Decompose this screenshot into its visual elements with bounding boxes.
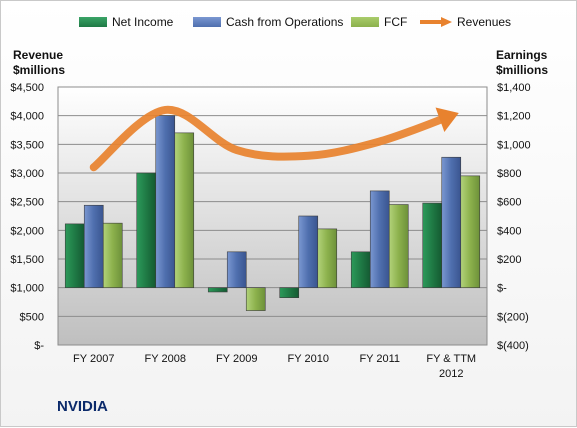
right-axis-title-line1: Earnings [496,48,548,62]
y-right-tick-label: $200 [497,254,521,266]
y-right-tick-label: $600 [497,197,521,209]
x-category-label: FY 2011 [359,353,400,365]
bar-fcf [245,287,266,311]
legend-label-revenues: Revenues [457,15,512,29]
bar-net-income [207,287,228,293]
legend-label-net-income: Net Income [112,15,174,29]
bar-cash-from-operations [369,190,390,288]
bar-cash-from-operations [441,156,462,288]
bar-fcf [174,132,195,288]
right-axis-title: Earnings $millions [496,48,548,78]
legend-swatch-fcf [351,17,379,27]
y-right-tick-label: $800 [497,168,521,180]
bar-net-income [279,287,300,298]
y-left-tick-label: $500 [20,311,44,323]
y-left-tick-label: $3,000 [10,168,44,180]
company-name: NVIDIA [57,398,108,415]
bar-net-income [136,172,157,288]
bar-net-income [64,223,85,288]
legend-item-revenues: Revenues [419,13,511,31]
y-left-tick-label: $1,500 [10,254,44,266]
bar-net-income [422,202,443,288]
bar-cash-from-operations [298,215,319,288]
bar-cash-from-operations [83,204,104,288]
legend-item-net-income: Net Income [79,13,173,31]
chart-legend: Net Income Cash from Operations FCF Reve… [1,13,577,33]
y-left-tick-label: $- [34,340,44,352]
legend-swatch-net-income [79,17,107,27]
bar-fcf [388,204,409,288]
y-right-tick-label: $1,200 [497,111,531,123]
y-right-tick-label: $- [497,283,507,295]
x-category-label: FY & TTM [426,353,476,365]
plot-border [57,86,488,346]
bar-fcf [460,175,481,288]
line-revenues [89,105,456,172]
legend-label-fcf: FCF [384,15,408,29]
legend-item-cash-from-operations: Cash from Operations [193,13,343,31]
right-axis-title-line2: $millions [496,63,549,77]
y-right-tick-label: $(400) [497,340,529,352]
bar-cash-from-operations [226,251,247,288]
y-left-tick-label: $4,500 [10,82,44,94]
y-left-tick-label: $4,000 [10,111,44,123]
bar-net-income [350,251,371,288]
y-right-tick-label: $1,400 [497,82,531,94]
y-left-tick-label: $2,500 [10,197,44,209]
left-axis-title-line2: $millions [13,63,66,77]
x-category-label: 2012 [439,368,463,380]
y-left-tick-label: $1,000 [10,283,44,295]
y-right-tick-label: $1,000 [497,139,531,151]
y-left-tick-label: $2,000 [10,225,44,237]
x-category-label: FY 2008 [145,353,186,365]
x-category-label: FY 2010 [288,353,329,365]
bar-fcf [102,222,123,288]
legend-arrow-icon [420,17,452,27]
bar-fcf [317,228,338,288]
legend-swatch-cash-from-operations [193,17,221,27]
legend-item-fcf: FCF [351,13,407,31]
left-axis-title-line1: Revenue [13,48,64,62]
y-right-tick-label: $400 [497,225,521,237]
revenues-arrowhead [435,107,459,132]
y-right-tick-label: $(200) [497,311,529,323]
bar-cash-from-operations [155,115,176,288]
x-category-label: FY 2007 [73,353,114,365]
legend-label-cash-from-operations: Cash from Operations [226,15,344,29]
y-left-tick-label: $3,500 [10,139,44,151]
left-axis-title: Revenue $millions [13,48,65,78]
x-category-label: FY 2009 [216,353,257,365]
